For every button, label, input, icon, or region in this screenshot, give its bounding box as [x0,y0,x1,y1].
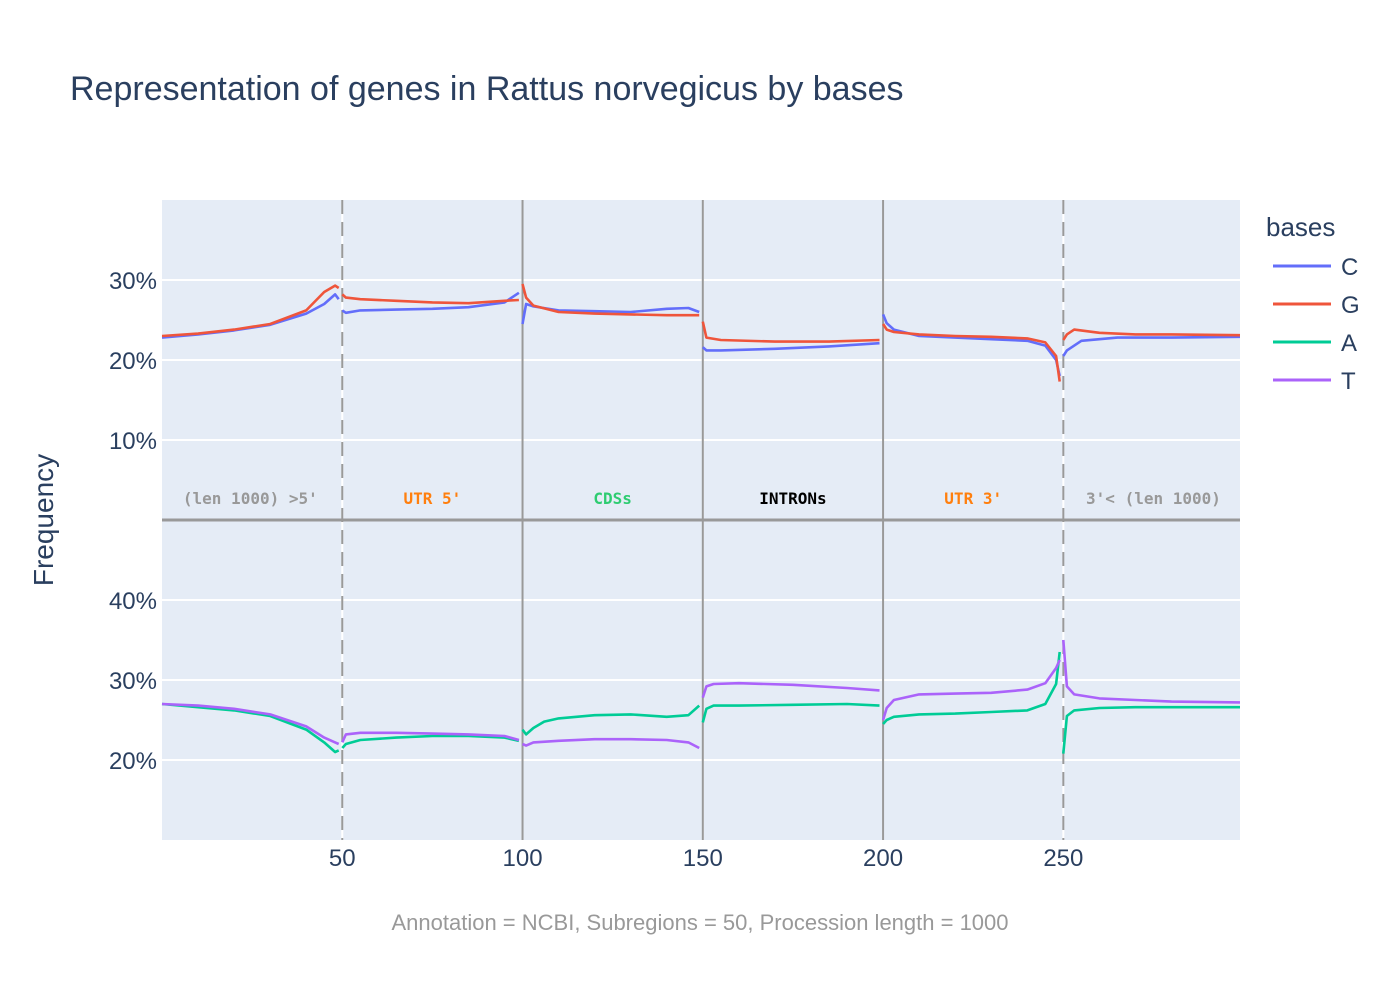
series-line-C [341,291,520,315]
series-line-G [882,323,1061,382]
series-line-C [881,313,1061,377]
series-line-G [701,321,880,343]
series-line-T [161,702,340,746]
y-tick-label: 10% [109,428,157,455]
y-axis-label: Frequency [28,454,59,586]
y-tick-label: 30% [109,668,157,695]
legend-label: A [1341,330,1357,357]
series-line-G [1062,328,1241,341]
region-label: CDSs [593,489,632,508]
series-line-T [521,737,700,750]
region-label: INTRONs [759,489,826,508]
series-line-C [1062,335,1241,357]
series-line-T [341,731,520,743]
x-tick-label: 150 [683,845,723,872]
legend-label: G [1341,292,1360,319]
series-line-A [521,704,701,736]
legend-label: T [1341,368,1356,395]
legend-title: bases [1266,212,1335,242]
series-line-C [701,341,880,352]
series-line-T [881,659,1061,721]
y-tick-label: 30% [109,268,157,295]
y-tick-label: 40% [109,588,157,615]
region-label: UTR 3' [944,489,1002,508]
series-line-A [882,651,1061,725]
chart-title: Representation of genes in Rattus norveg… [70,70,904,108]
legend-label: C [1341,254,1358,281]
series-line-A [701,702,880,723]
x-tick-label: 250 [1043,845,1083,872]
plot-area: 10% 20% 30% 20% 30% 40% 50 100 150 200 250 (len 100… [109,200,1241,872]
y-tick-label: 20% [109,348,157,375]
x-tick-label: 100 [503,845,543,872]
x-tick-label: 200 [863,845,903,872]
y-tick-label: 20% [109,748,157,775]
series-line-G [341,293,519,305]
footer-annotation: Annotation = NCBI, Subregions = 50, Proc… [391,910,1008,935]
x-tick-label: 50 [329,845,356,872]
series-line-T [701,681,880,698]
series-line-A [341,734,520,749]
series-line-A [1062,705,1240,754]
region-label: UTR 5' [404,489,462,508]
region-label: (len 1000) >5' [183,489,318,508]
series-line-T [1062,639,1241,704]
series-line-G [521,283,700,317]
series-line-A [161,702,340,754]
series-line-G [161,284,340,338]
region-label: 3'< (len 1000) [1086,489,1221,508]
series-line-C [521,302,700,325]
